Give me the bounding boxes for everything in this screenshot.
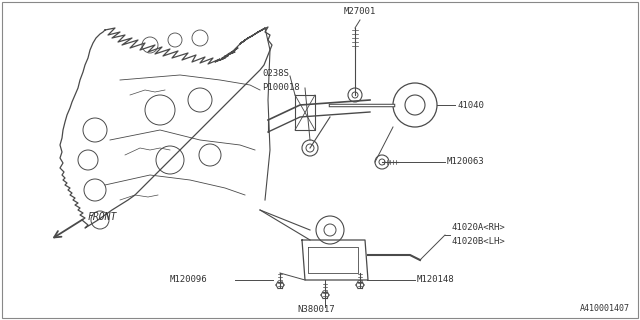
Text: P100018: P100018 (262, 84, 300, 92)
Text: M120096: M120096 (170, 276, 207, 284)
Text: M120148: M120148 (417, 276, 454, 284)
Text: M120063: M120063 (447, 157, 484, 166)
Text: 41020B<LH>: 41020B<LH> (452, 237, 506, 246)
Text: N380017: N380017 (297, 306, 335, 315)
Text: M27001: M27001 (344, 7, 376, 17)
Text: 41020A<RH>: 41020A<RH> (452, 223, 506, 233)
Text: 41040: 41040 (457, 100, 484, 109)
Text: FRONT: FRONT (88, 212, 117, 222)
Text: A410001407: A410001407 (580, 304, 630, 313)
Text: 0238S: 0238S (262, 68, 289, 77)
